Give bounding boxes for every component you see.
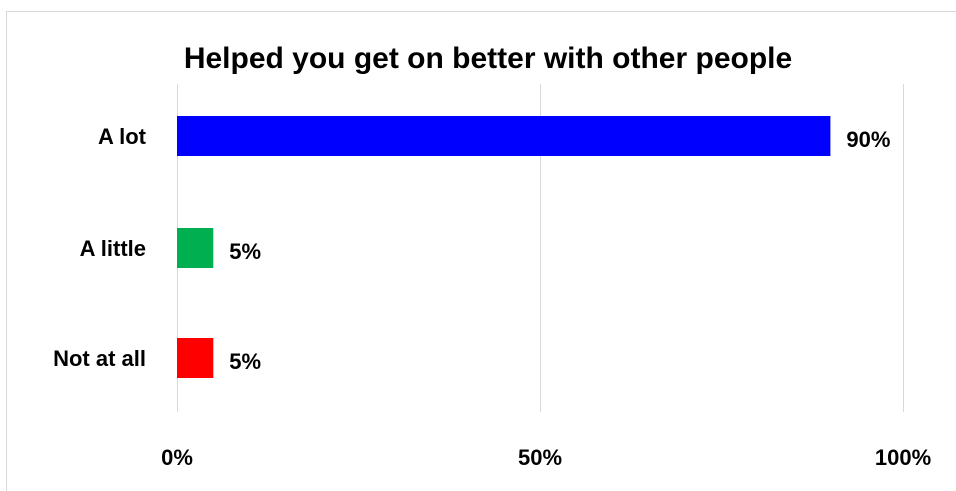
bar-chart: Helped you get on better with other peop… [53, 42, 931, 470]
data-label: 90% [846, 127, 890, 152]
data-label: 5% [229, 239, 261, 264]
category-label: Not at all [53, 346, 146, 371]
chart-title: Helped you get on better with other peop… [184, 42, 792, 75]
data-labels: 90% 5% 5% [229, 127, 890, 374]
category-label: A little [80, 236, 146, 261]
category-labels: A lot A little Not at all [53, 124, 147, 371]
x-tick-label: 0% [161, 445, 193, 470]
bar-a-little [177, 228, 214, 268]
data-label: 5% [229, 349, 261, 374]
category-label: A lot [98, 124, 147, 149]
bar-not-at-all [177, 338, 214, 378]
x-tick-label: 100% [875, 445, 931, 470]
bars [177, 116, 831, 378]
x-tick-label: 50% [518, 445, 562, 470]
x-tick-labels: 0% 50% 100% [161, 445, 931, 470]
bar-a-lot [177, 116, 831, 156]
chart-frame [6, 11, 956, 491]
